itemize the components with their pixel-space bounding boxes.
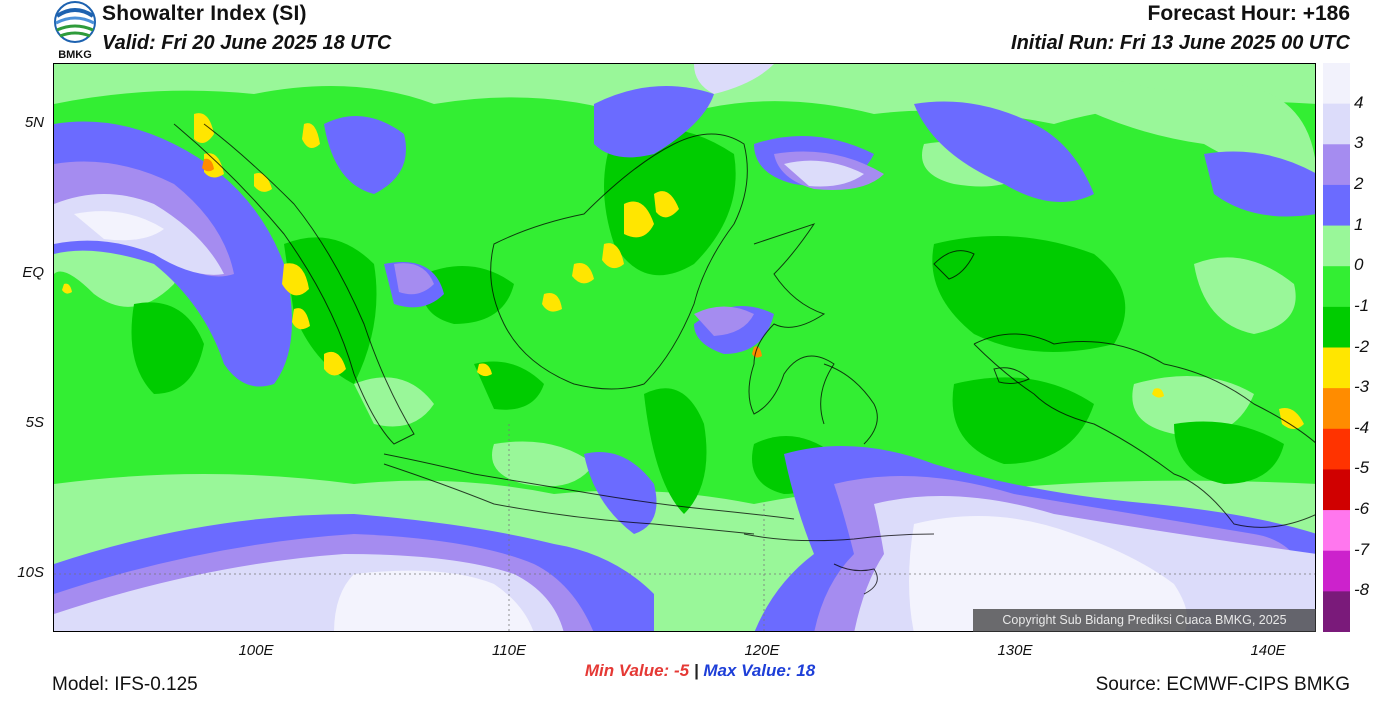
lon-label-140e: 140E	[1250, 642, 1286, 659]
lon-label-100e: 100E	[238, 642, 274, 659]
colorbar-label: -4	[1354, 417, 1370, 437]
lat-label-5n: 5N	[24, 114, 44, 131]
gridlines	[54, 424, 1315, 631]
max-value: 18	[796, 661, 816, 680]
colorbar-swatch	[1323, 469, 1350, 511]
stats-separator: |	[693, 661, 699, 680]
colorbar-swatch	[1323, 510, 1350, 552]
copyright-notice: Copyright Sub Bidang Prediksi Cuaca BMKG…	[973, 609, 1316, 632]
field-level-minus1	[131, 127, 1284, 514]
colorbar-swatch	[1323, 591, 1350, 632]
colorbar-swatch	[1323, 225, 1350, 267]
colorbar-label: -1	[1354, 295, 1370, 315]
colorbar-swatch	[1323, 428, 1350, 470]
colorbar	[1323, 63, 1350, 632]
colorbar-label: -3	[1354, 377, 1370, 397]
colorbar-label: 1	[1354, 214, 1364, 234]
field-level-minus3	[202, 158, 762, 358]
colorbar-label: 3	[1354, 133, 1364, 153]
valid-time: Valid: Fri 20 June 2025 18 UTC	[102, 32, 392, 54]
chart-title: Showalter Index (SI)	[102, 2, 307, 25]
colorbar-label: 2	[1354, 173, 1364, 193]
map-panel	[53, 63, 1316, 632]
colorbar-swatch	[1323, 347, 1350, 389]
lat-label-5s: 5S	[25, 414, 44, 431]
lat-label-eq: EQ	[22, 264, 44, 281]
forecast-hour: Forecast Hour: +186	[1147, 2, 1351, 25]
model-info: Model: IFS-0.125	[52, 674, 198, 695]
colorbar-swatch	[1323, 306, 1350, 348]
coastlines	[173, 123, 1315, 595]
colorbar-swatch	[1323, 184, 1350, 227]
colorbar-swatch	[1323, 266, 1350, 308]
initial-run: Initial Run: Fri 13 June 2025 00 UTC	[1011, 32, 1350, 54]
colorbar-swatch	[1323, 550, 1350, 592]
source-info: Source: ECMWF-CIPS BMKG	[1095, 674, 1350, 695]
colorbar-label: 0	[1354, 255, 1364, 275]
colorbar-label: -2	[1354, 336, 1370, 356]
max-label: Max Value:	[703, 661, 792, 680]
min-value: -5	[673, 661, 690, 680]
colorbar-label: -8	[1354, 580, 1370, 600]
lon-label-110e: 110E	[492, 642, 526, 659]
min-label: Min Value:	[584, 661, 670, 680]
field-level-minus2	[62, 113, 1304, 429]
colorbar-swatch	[1323, 144, 1350, 186]
lon-label-120e: 120E	[744, 642, 780, 659]
colorbar-swatch	[1323, 63, 1350, 105]
logo-text: BMKG	[58, 49, 92, 60]
map-canvas	[54, 64, 1315, 631]
min-max-stats: Min Value: -5 | Max Value: 18	[0, 661, 1400, 681]
field-level-5	[74, 211, 1188, 631]
colorbar-label: -6	[1354, 499, 1370, 519]
colorbar-label: 4	[1354, 92, 1364, 112]
colorbar-swatch	[1323, 103, 1350, 145]
lat-label-10s: 10S	[17, 564, 44, 581]
colorbar-label: -5	[1354, 458, 1370, 478]
bmkg-logo: BMKG	[54, 1, 96, 60]
colorbar-swatch	[1323, 388, 1350, 430]
colorbar-label: -7	[1354, 539, 1370, 559]
lon-label-130e: 130E	[997, 642, 1033, 659]
